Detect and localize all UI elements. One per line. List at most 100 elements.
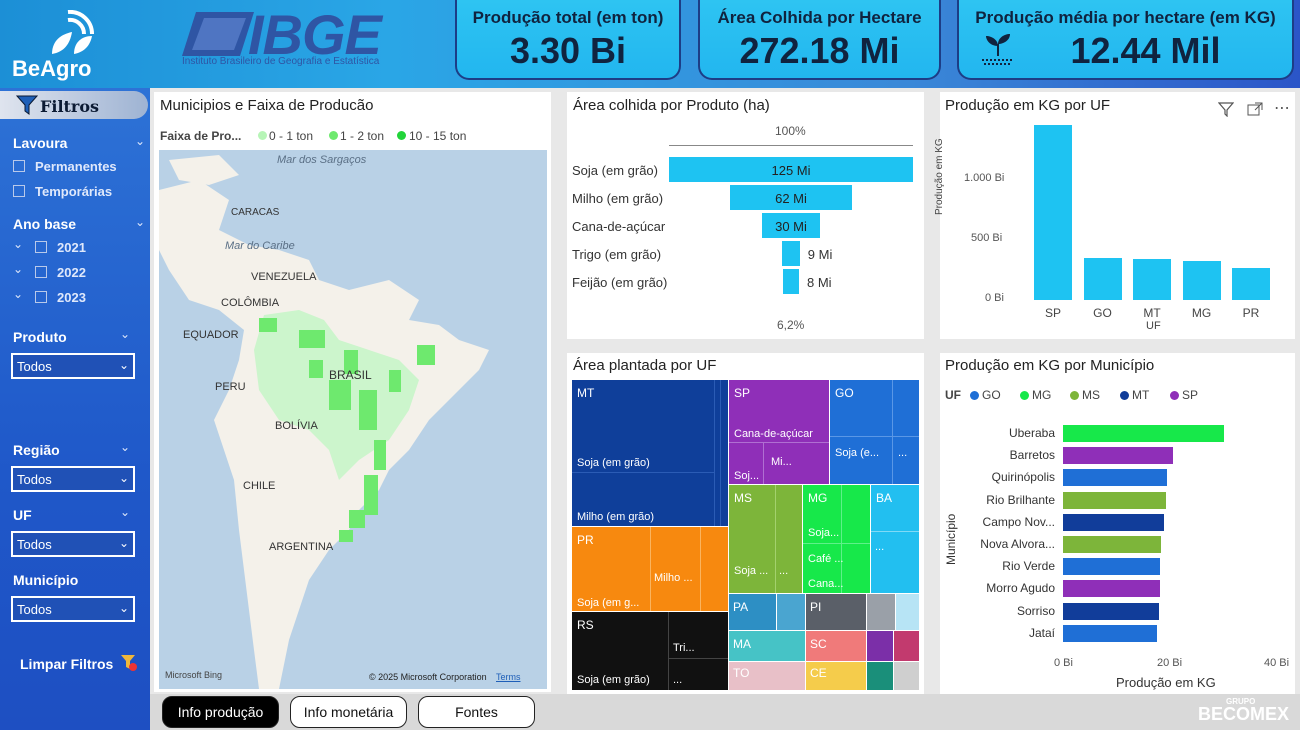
treemap-cell-sub: [894, 631, 919, 661]
map-terms-link[interactable]: Terms: [496, 672, 521, 682]
treemap-cell-pa[interactable]: PA: [729, 594, 776, 630]
map-label: Mar do Caribe: [225, 240, 295, 252]
lavoura-label: Lavoura: [13, 135, 68, 151]
municipio-category-label: Nova Alvora...: [980, 537, 1055, 551]
treemap-cell-sc[interactable]: SC: [806, 631, 866, 661]
municipio-xlabel: Produção em KG: [1116, 675, 1216, 690]
cell-label: Mi...: [771, 456, 792, 468]
treemap-cell-mg[interactable]: MG Soja... Café ... Cana...: [803, 485, 870, 593]
filter-icon[interactable]: [1218, 101, 1234, 117]
x-tick: 40 Bi: [1264, 657, 1290, 669]
map-land: [159, 155, 489, 689]
funnel-title: Área colhida por Produto (ha): [573, 97, 770, 114]
map-label: CARACAS: [231, 207, 280, 218]
funnel-bar: [783, 269, 799, 294]
municipio-category-label: Rio Verde: [1002, 559, 1055, 574]
cell-label: ...: [779, 565, 789, 577]
option-2023[interactable]: 2023: [57, 290, 86, 305]
kpi-title: Produção média por hectare (em KG): [975, 8, 1276, 27]
chevron-down-icon[interactable]: ⌄: [135, 134, 146, 148]
y-tick: 500 Bi: [971, 232, 1003, 244]
treemap-cell-ma[interactable]: MA: [729, 631, 805, 661]
chevron-down-icon[interactable]: ⌄: [120, 505, 131, 519]
x-tick-label: SP: [1044, 306, 1061, 320]
municipio-bar: [1063, 580, 1160, 598]
cell-label: BA: [876, 491, 893, 505]
produto-dropdown[interactable]: Todos ⌄: [11, 353, 135, 379]
regiao-dropdown[interactable]: Todos ⌄: [11, 466, 135, 492]
municipio-bar: [1063, 602, 1159, 620]
map-title: Municipios e Faixa de Producão: [160, 97, 374, 114]
treemap-cell-go[interactable]: GO Soja (e... ...: [830, 380, 919, 484]
treemap-cell-rs[interactable]: RS Tri... Soja (em grão) ...: [572, 612, 728, 690]
clear-filters-button[interactable]: Limpar Filtros: [20, 656, 114, 672]
checkbox-permanentes[interactable]: [13, 160, 25, 172]
checkbox-2022[interactable]: [35, 266, 47, 278]
option-2022[interactable]: 2022: [57, 265, 86, 280]
cell-label: SC: [810, 637, 827, 651]
legend-item: SP: [1182, 388, 1199, 402]
ano-base-label: Ano base: [13, 216, 77, 232]
municipio-bar: [1063, 491, 1167, 509]
municipio-dropdown[interactable]: Todos ⌄: [11, 596, 135, 622]
treemap-cell-sub: [867, 594, 895, 630]
treemap-cell-ms[interactable]: MS Soja ... ...: [729, 485, 802, 593]
more-options-icon[interactable]: ⋯: [1274, 100, 1290, 117]
checkbox-2023[interactable]: [35, 291, 47, 303]
focus-mode-icon[interactable]: [1247, 102, 1263, 116]
option-temporarias[interactable]: Temporárias: [35, 184, 113, 199]
kpi-total-production: Produção total (em ton) 3.30 Bi: [455, 0, 681, 80]
cell-label: Tri...: [673, 642, 695, 654]
treemap-cell-ba[interactable]: BA ...: [871, 485, 919, 593]
cell-label: Soja (em grão): [577, 674, 650, 686]
x-tick: 20 Bi: [1157, 657, 1183, 669]
treemap-cell-mt[interactable]: MT Soja (em grão) Milho (em grão): [572, 380, 728, 526]
expand-icon[interactable]: ⌄: [13, 262, 24, 276]
map-credit: © 2025 Microsoft Corporation: [369, 672, 487, 682]
tab-info-producao[interactable]: Info produção: [162, 696, 279, 728]
funnel-bar: [730, 185, 852, 210]
treemap-cell-ce[interactable]: CE: [806, 662, 866, 690]
treemap-cell-to[interactable]: TO: [729, 662, 805, 690]
treemap[interactable]: MT Soja (em grão) Milho (em grão) SP Can…: [572, 380, 919, 690]
checkbox-temporarias[interactable]: [13, 185, 25, 197]
expand-icon[interactable]: ⌄: [13, 287, 24, 301]
option-permanentes[interactable]: Permanentes: [35, 159, 117, 174]
uf-bar-title: Produção em KG por UF: [945, 97, 1111, 114]
uf-bar-ylabel: Produção em KG: [934, 138, 945, 215]
uf-bar: [1182, 260, 1221, 300]
chevron-down-icon[interactable]: ⌄: [120, 440, 131, 454]
tab-fontes[interactable]: Fontes: [418, 696, 535, 728]
chevron-down-icon[interactable]: ⌄: [135, 215, 146, 229]
legend-marker: [1120, 391, 1129, 400]
municipio-category-label: Uberaba: [1008, 426, 1055, 440]
funnel-category-label: Feijão (em grão): [572, 275, 668, 290]
x-tick: 0 Bi: [1054, 657, 1073, 669]
map-label: EQUADOR: [183, 329, 239, 341]
treemap-cell-pi[interactable]: PI: [806, 594, 866, 630]
funnel-category-label: Soja (em grão): [572, 163, 658, 178]
funnel-scale: [669, 145, 913, 146]
chevron-down-icon[interactable]: ⌄: [120, 327, 131, 341]
checkbox-2021[interactable]: [35, 241, 47, 253]
clear-filter-icon[interactable]: [120, 654, 138, 672]
option-2021[interactable]: 2021: [57, 240, 86, 255]
uf-dropdown[interactable]: Todos ⌄: [11, 531, 135, 557]
map-canvas[interactable]: Mar dos Sargaços Mar do Caribe CARACAS V…: [159, 150, 547, 689]
municipio-category-label: Barretos: [1009, 448, 1055, 463]
legend-item: MS: [1082, 388, 1100, 402]
legend-marker: [1020, 391, 1029, 400]
expand-icon[interactable]: ⌄: [13, 237, 24, 251]
cell-label: Soja ...: [734, 565, 769, 577]
map-label: Mar dos Sargaços: [277, 154, 367, 166]
cell-label: TO: [733, 666, 750, 680]
chevron-down-icon: ⌄: [118, 358, 129, 372]
treemap-cell-pr[interactable]: PR Milho ... Soja (em g...: [572, 527, 728, 611]
tab-info-monetaria[interactable]: Info monetária: [290, 696, 407, 728]
ibge-logo-text: IBGE: [248, 3, 382, 66]
treemap-cell-sp[interactable]: SP Cana-de-açúcar Soj... Mi...: [729, 380, 829, 484]
municipio-category-label: Morro Agudo: [986, 581, 1055, 596]
beagro-logo-text: BeAgro: [12, 56, 92, 81]
municipio-category-label: Quirinópolis: [991, 470, 1055, 485]
cell-label: MG: [808, 491, 828, 505]
